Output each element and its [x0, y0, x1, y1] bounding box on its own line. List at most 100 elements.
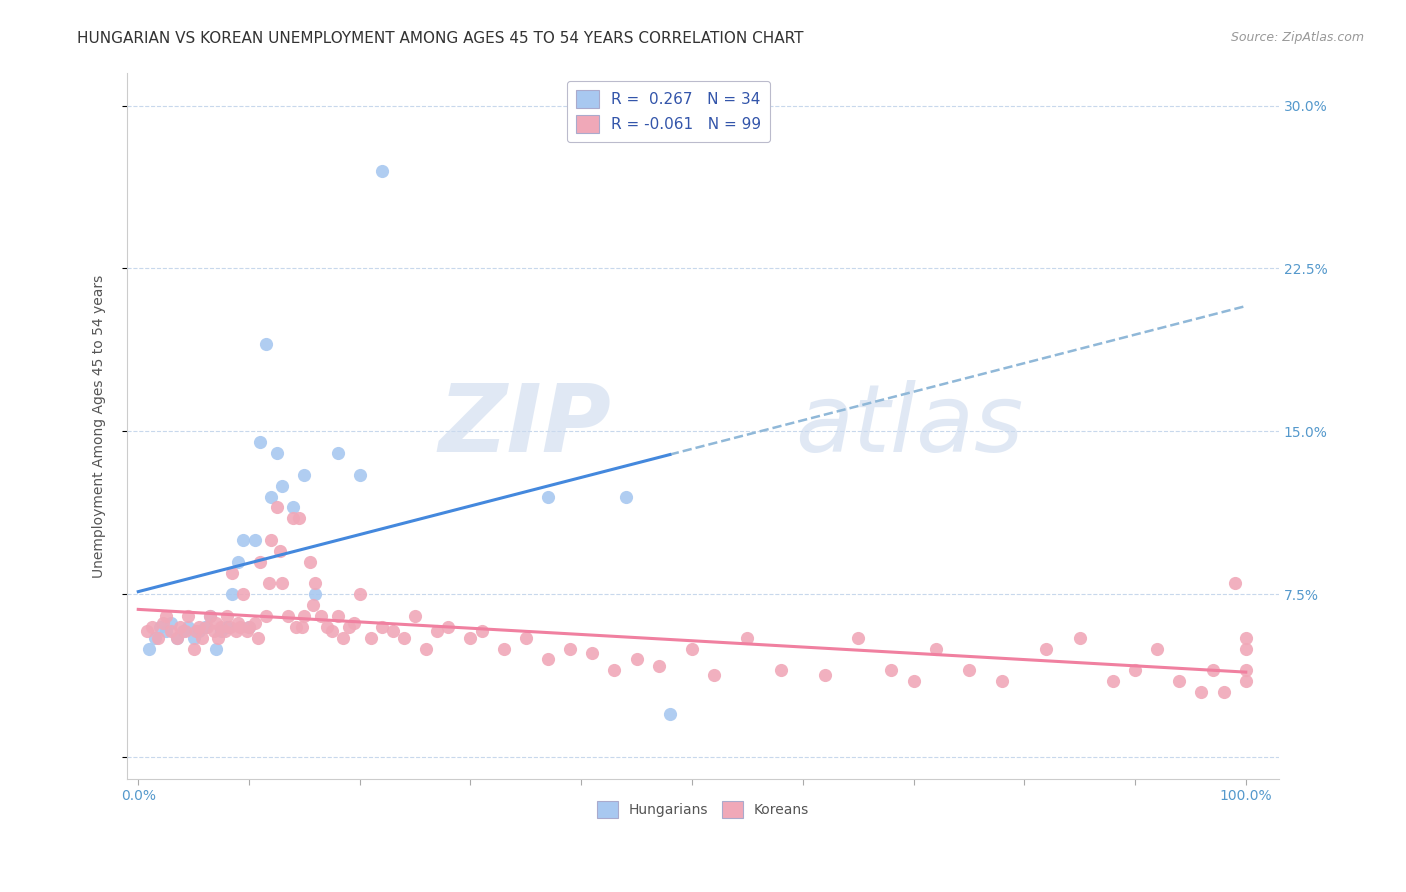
Point	[194, 620, 217, 634]
Point	[292, 467, 315, 482]
Point	[260, 533, 283, 547]
Point	[166, 631, 188, 645]
Point	[160, 624, 183, 639]
Point	[1234, 674, 1257, 689]
Point	[226, 555, 249, 569]
Point	[349, 587, 371, 601]
Point	[581, 646, 603, 660]
Point	[214, 624, 236, 639]
Point	[236, 624, 259, 639]
Point	[1234, 631, 1257, 645]
Point	[371, 620, 394, 634]
Point	[1102, 674, 1125, 689]
Point	[560, 641, 582, 656]
Point	[957, 663, 980, 677]
Point	[207, 631, 229, 645]
Point	[209, 624, 232, 639]
Point	[204, 615, 226, 630]
Point	[246, 631, 269, 645]
Point	[903, 674, 925, 689]
Point	[173, 624, 195, 639]
Point	[143, 631, 166, 645]
Point	[249, 435, 271, 450]
Point	[1234, 663, 1257, 677]
Point	[188, 620, 211, 634]
Point	[238, 620, 260, 634]
Point	[880, 663, 903, 677]
Point	[326, 446, 349, 460]
Point	[283, 511, 305, 525]
Point	[188, 624, 211, 639]
Point	[309, 609, 332, 624]
Point	[269, 544, 291, 558]
Point	[200, 609, 222, 624]
Legend: Hungarians, Koreans: Hungarians, Koreans	[591, 794, 817, 825]
Point	[229, 620, 252, 634]
Point	[232, 587, 254, 601]
Point	[349, 467, 371, 482]
Point	[195, 620, 218, 634]
Point	[183, 641, 205, 656]
Point	[614, 490, 637, 504]
Point	[155, 609, 177, 624]
Point	[225, 624, 247, 639]
Point	[291, 620, 314, 634]
Point	[271, 576, 294, 591]
Point	[149, 620, 172, 634]
Point	[146, 631, 169, 645]
Point	[681, 641, 703, 656]
Point	[321, 624, 343, 639]
Point	[243, 615, 266, 630]
Point	[219, 620, 242, 634]
Point	[1191, 685, 1213, 699]
Point	[215, 620, 238, 634]
Point	[658, 706, 681, 721]
Point	[332, 631, 354, 645]
Point	[626, 652, 648, 666]
Point	[537, 490, 560, 504]
Point	[138, 641, 160, 656]
Point	[304, 576, 326, 591]
Point	[769, 663, 792, 677]
Point	[304, 587, 326, 601]
Point	[288, 511, 311, 525]
Point	[177, 620, 200, 634]
Text: atlas: atlas	[796, 381, 1024, 472]
Point	[737, 631, 759, 645]
Point	[360, 631, 382, 645]
Point	[221, 566, 243, 580]
Point	[471, 624, 494, 639]
Point	[1146, 641, 1168, 656]
Point	[1223, 576, 1246, 591]
Point	[266, 446, 288, 460]
Point	[437, 620, 460, 634]
Point	[1212, 685, 1234, 699]
Point	[155, 624, 177, 639]
Point	[209, 620, 232, 634]
Point	[371, 163, 394, 178]
Point	[271, 478, 294, 492]
Point	[257, 576, 280, 591]
Point	[141, 620, 163, 634]
Point	[426, 624, 449, 639]
Point	[492, 641, 515, 656]
Point	[226, 615, 249, 630]
Point	[298, 555, 321, 569]
Point	[232, 533, 254, 547]
Point	[204, 641, 226, 656]
Point	[515, 631, 537, 645]
Point	[991, 674, 1014, 689]
Point	[183, 631, 205, 645]
Point	[703, 667, 725, 681]
Point	[277, 609, 299, 624]
Point	[152, 615, 174, 630]
Point	[184, 624, 207, 639]
Point	[169, 620, 191, 634]
Point	[283, 500, 305, 515]
Text: HUNGARIAN VS KOREAN UNEMPLOYMENT AMONG AGES 45 TO 54 YEARS CORRELATION CHART: HUNGARIAN VS KOREAN UNEMPLOYMENT AMONG A…	[77, 31, 804, 46]
Point	[1234, 641, 1257, 656]
Point	[238, 620, 260, 634]
Point	[924, 641, 946, 656]
Point	[254, 337, 277, 351]
Point	[254, 609, 277, 624]
